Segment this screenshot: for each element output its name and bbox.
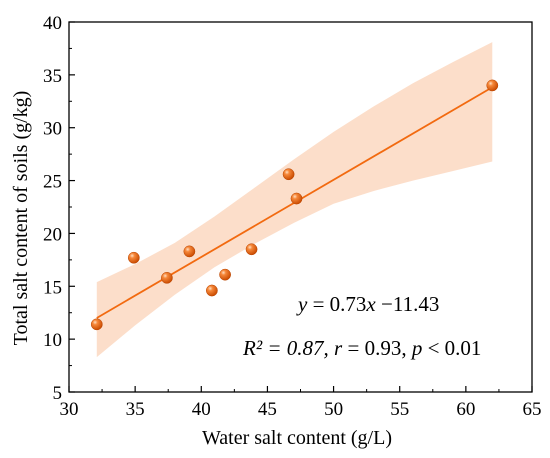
y-tick-label: 10 bbox=[43, 330, 62, 351]
y-axis-title: Total salt content of soils (g/kg) bbox=[10, 91, 32, 346]
data-point bbox=[161, 271, 173, 284]
y-tick-label: 25 bbox=[43, 172, 62, 193]
y-tick-label: 35 bbox=[43, 66, 62, 87]
x-tick-label: 55 bbox=[390, 399, 409, 420]
data-point bbox=[486, 79, 499, 92]
x-tick-label: 60 bbox=[456, 399, 475, 420]
x-tick-label: 40 bbox=[192, 399, 211, 420]
data-point bbox=[282, 168, 295, 181]
data-point bbox=[127, 251, 140, 264]
x-tick-label: 65 bbox=[523, 399, 542, 420]
data-point bbox=[183, 245, 196, 258]
y-axis-ticks: 5 10 15 20 25 30 35 40 bbox=[43, 13, 75, 404]
y-tick-label: 5 bbox=[53, 383, 63, 404]
x-axis-title: Water salt content (g/L) bbox=[202, 427, 392, 449]
data-point bbox=[219, 268, 231, 281]
y-tick-label: 40 bbox=[43, 13, 62, 34]
data-points-layer bbox=[90, 79, 499, 331]
y-tick-label: 30 bbox=[43, 119, 62, 140]
x-axis-ticks: 30 35 40 45 50 55 60 65 bbox=[60, 386, 542, 420]
data-point bbox=[290, 192, 303, 205]
y-tick-label: 20 bbox=[43, 224, 62, 245]
x-tick-label: 35 bbox=[126, 399, 145, 420]
regression-stats: R² = 0.87, r = 0.93, p < 0.01 bbox=[242, 336, 481, 360]
y-tick-label: 15 bbox=[43, 277, 62, 298]
x-tick-label: 50 bbox=[324, 399, 343, 420]
data-point bbox=[206, 284, 218, 297]
x-tick-label: 30 bbox=[60, 399, 79, 420]
regression-equation: y = 0.73x −11.43 bbox=[296, 292, 439, 316]
x-tick-label: 45 bbox=[258, 399, 277, 420]
data-point bbox=[90, 318, 103, 331]
data-point bbox=[245, 243, 258, 256]
